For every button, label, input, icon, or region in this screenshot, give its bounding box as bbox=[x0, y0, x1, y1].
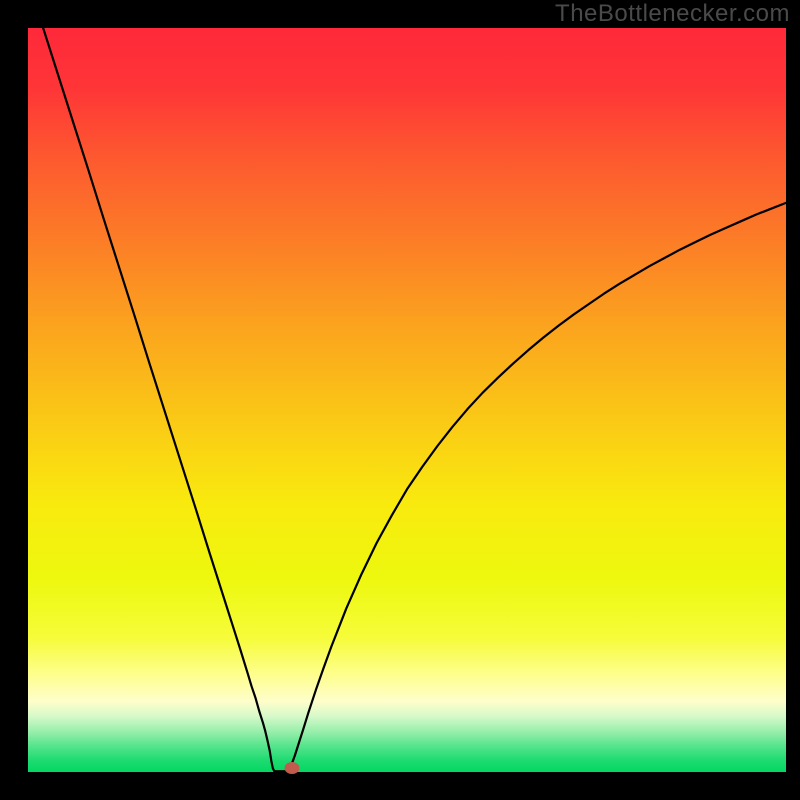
bottleneck-chart bbox=[28, 28, 786, 772]
sweet-spot-marker bbox=[284, 762, 299, 774]
bottleneck-curve bbox=[28, 28, 786, 772]
watermark-label: TheBottlenecker.com bbox=[555, 0, 790, 28]
